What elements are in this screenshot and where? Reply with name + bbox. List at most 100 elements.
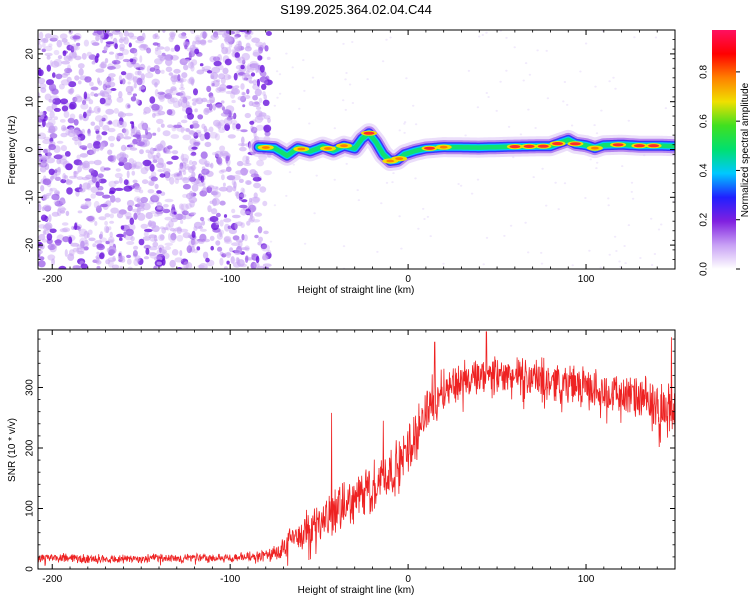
noise-blob <box>222 33 230 39</box>
noise-blob <box>108 135 116 142</box>
noise-blob <box>178 203 184 210</box>
noise-blob <box>77 63 85 69</box>
noise-blob <box>126 170 130 179</box>
noise-blob <box>64 249 68 257</box>
noise-blob <box>125 85 134 94</box>
noise-blob <box>231 88 240 95</box>
snr-y-tick-label: 200 <box>25 439 36 456</box>
noise-blob <box>169 227 176 232</box>
noise-speck <box>412 104 415 107</box>
noise-speck <box>278 73 282 76</box>
noise-blob <box>227 134 236 139</box>
noise-blob <box>160 123 165 128</box>
noise-blob <box>244 255 249 263</box>
noise-blob <box>126 72 135 81</box>
noise-speck <box>630 190 633 193</box>
noise-blob <box>188 130 195 135</box>
noise-speck <box>557 208 560 211</box>
noise-blob <box>169 176 175 185</box>
snr-ylabel: SNR (10 * v/v) <box>7 418 18 482</box>
noise-blob <box>124 146 132 150</box>
noise-blob <box>240 187 245 194</box>
ridge-peak <box>633 144 645 148</box>
noise-blob <box>194 48 200 55</box>
noise-blob <box>192 101 197 106</box>
noise-blob <box>176 234 184 242</box>
noise-blob <box>241 136 245 145</box>
noise-blob <box>86 232 90 239</box>
noise-blob <box>94 55 99 63</box>
noise-blob <box>44 222 53 231</box>
noise-speck <box>414 123 418 126</box>
noise-blob <box>68 51 78 59</box>
noise-blob <box>182 134 192 141</box>
noise-blob <box>49 187 58 192</box>
noise-blob <box>223 36 232 43</box>
noise-blob <box>126 144 133 148</box>
ridge-peak <box>537 144 549 148</box>
noise-blob <box>40 87 47 93</box>
noise-blob <box>48 83 57 92</box>
noise-blob <box>171 150 179 155</box>
noise-blob <box>40 38 49 43</box>
noise-blob <box>254 234 259 239</box>
noise-blob <box>81 176 91 181</box>
noise-blob <box>256 265 266 269</box>
noise-blob <box>186 101 190 107</box>
y-tick-label: -10 <box>25 190 36 205</box>
noise-blob <box>179 250 183 257</box>
noise-blob <box>123 128 129 137</box>
noise-blob <box>169 237 176 244</box>
noise-blob <box>233 72 238 81</box>
noise-blob <box>59 207 67 211</box>
noise-blob <box>236 40 242 46</box>
noise-blob <box>217 246 223 252</box>
noise-blob <box>241 233 245 241</box>
noise-blob <box>88 106 92 114</box>
snr-series-line <box>38 331 675 566</box>
noise-blob <box>255 65 259 74</box>
noise-blob <box>159 55 166 62</box>
noise-blob <box>179 77 184 84</box>
noise-blob <box>256 78 260 87</box>
noise-blob <box>230 91 236 99</box>
noise-blob <box>234 191 239 197</box>
noise-blob <box>172 212 178 220</box>
ridge-peak <box>523 144 535 148</box>
noise-blob <box>173 211 177 215</box>
noise-blob <box>228 43 233 48</box>
noise-blob <box>41 156 50 160</box>
noise-blob <box>67 253 75 261</box>
noise-blob <box>81 52 87 60</box>
noise-blob <box>238 240 243 248</box>
noise-blob <box>182 95 192 100</box>
noise-blob <box>95 181 100 188</box>
noise-blob <box>204 141 212 148</box>
noise-blob <box>250 173 260 178</box>
noise-blob <box>140 73 145 81</box>
noise-speck <box>481 34 484 36</box>
noise-blob <box>165 89 174 94</box>
noise-blob <box>235 257 240 264</box>
noise-blob <box>182 162 187 167</box>
noise-blob <box>216 232 223 240</box>
noise-blob <box>188 61 195 69</box>
noise-blob <box>244 112 251 119</box>
noise-blob <box>215 103 224 109</box>
noise-speck <box>398 129 401 132</box>
noise-blob <box>49 133 58 139</box>
noise-blob <box>199 216 205 222</box>
noise-blob <box>210 162 214 169</box>
noise-blob <box>107 155 115 162</box>
noise-blob <box>127 81 131 85</box>
noise-blob <box>209 216 219 223</box>
noise-blob <box>162 130 171 137</box>
noise-blob <box>133 212 138 220</box>
noise-blob <box>182 210 189 216</box>
noise-blob <box>235 170 244 175</box>
noise-blob <box>169 31 176 38</box>
noise-blob <box>240 64 245 70</box>
noise-blob <box>133 245 139 250</box>
noise-blob <box>164 245 171 251</box>
